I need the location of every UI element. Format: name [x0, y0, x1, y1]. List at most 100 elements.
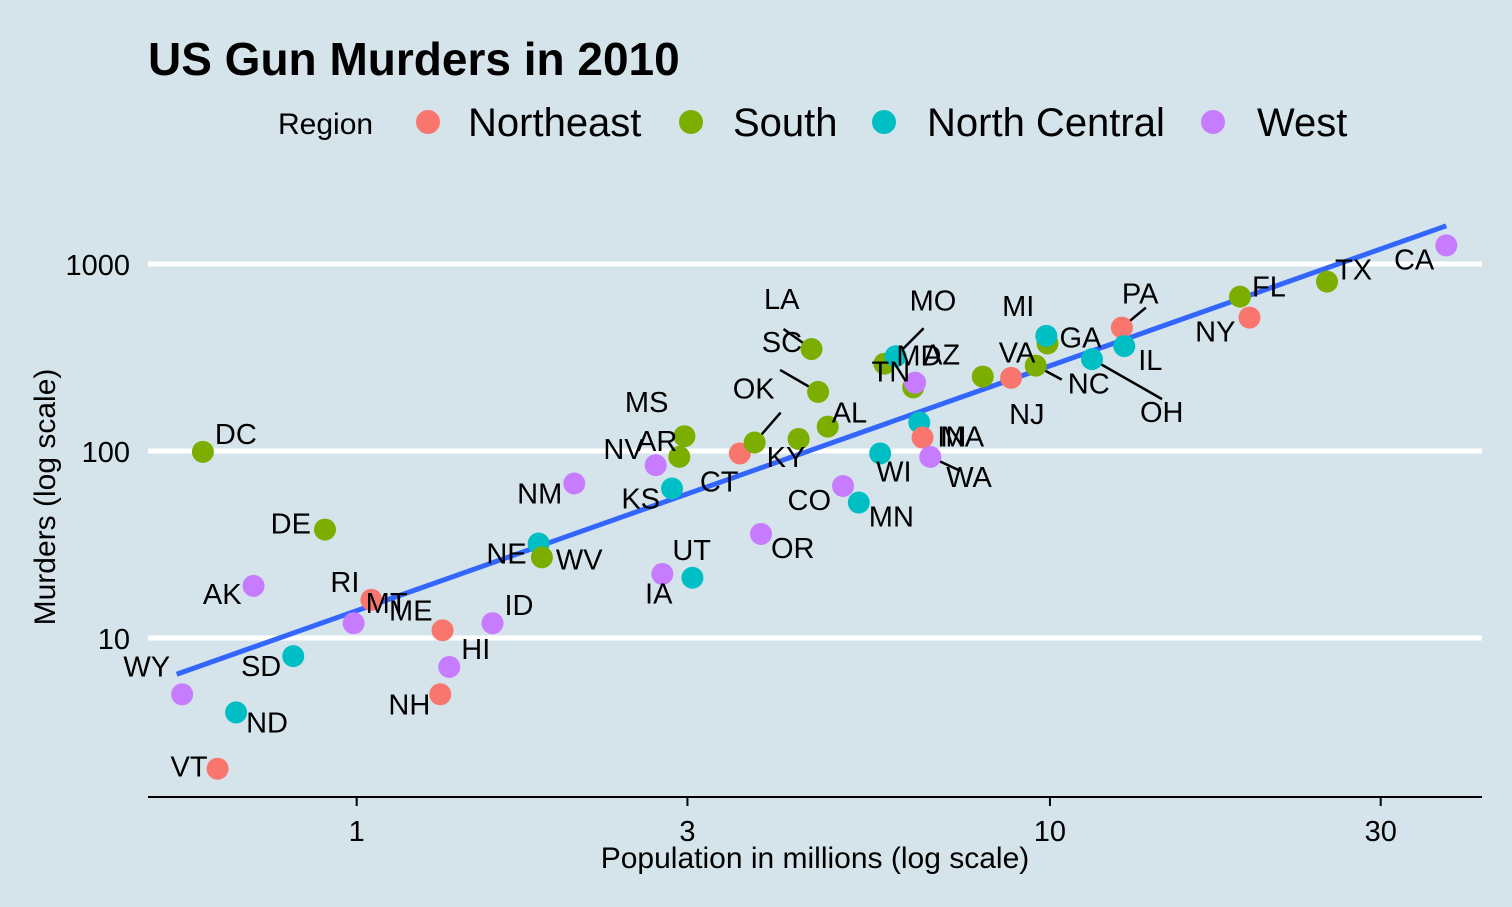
point-label: NM — [517, 479, 562, 511]
point-label: VT — [171, 752, 208, 784]
legend-label: Northeast — [468, 101, 641, 145]
point-label: MA — [941, 422, 985, 454]
data-point — [800, 338, 823, 361]
chart-title: US Gun Murders in 2010 — [148, 33, 680, 85]
point-label: OK — [733, 374, 776, 406]
point-label: WY — [123, 651, 170, 683]
data-point — [1000, 366, 1023, 389]
axes: 1 3 10 30 10 100 1000 — [65, 250, 1482, 848]
point-label: TN — [872, 356, 911, 388]
point-label: NY — [1195, 317, 1235, 349]
point-label: CA — [1394, 244, 1435, 276]
data-point — [884, 345, 907, 368]
x-tick-label: 30 — [1365, 816, 1397, 848]
point-label: AK — [203, 579, 242, 611]
point-label: SD — [241, 651, 281, 683]
point-label: MD — [896, 341, 941, 373]
data-point — [816, 415, 839, 438]
point-label: MS — [625, 387, 669, 419]
y-tick-label: 100 — [82, 437, 130, 469]
point-label: HI — [461, 634, 490, 666]
point-label: ID — [504, 590, 533, 622]
point-label: MI — [1002, 291, 1034, 323]
legend-label: West — [1257, 101, 1347, 145]
legend: Region Northeast South North Central West — [278, 101, 1347, 145]
point-label: FL — [1252, 272, 1286, 304]
point-label: DC — [215, 419, 257, 451]
data-point — [807, 380, 830, 403]
point-label: NH — [388, 689, 430, 721]
point-label: GA — [1060, 322, 1103, 354]
data-point — [681, 566, 704, 589]
point-label: ND — [246, 707, 288, 739]
point-label: OH — [1140, 397, 1184, 429]
data-point — [971, 365, 994, 388]
y-tick-label: 1000 — [65, 250, 130, 282]
point-label: WI — [876, 456, 911, 488]
point-label: AL — [832, 398, 867, 430]
data-point — [342, 612, 365, 635]
point-label: OR — [771, 533, 815, 565]
point-label: SC — [762, 327, 802, 359]
data-point — [1035, 324, 1058, 347]
data-point — [431, 619, 454, 642]
point-label: IN — [937, 422, 966, 454]
data-point — [481, 612, 504, 635]
data-point — [919, 445, 942, 468]
data-point — [1316, 270, 1339, 293]
point-label: TX — [1335, 255, 1372, 287]
data-point — [1024, 354, 1047, 377]
data-point — [787, 427, 810, 450]
point-label: IL — [1138, 345, 1162, 377]
point-label: LA — [764, 284, 800, 316]
data-point — [904, 371, 927, 394]
data-point — [832, 474, 855, 497]
data-point — [242, 574, 265, 597]
point-label: WA — [946, 462, 992, 494]
point-label: NV — [603, 434, 644, 466]
legend-key — [1201, 110, 1225, 134]
legend-title: Region — [278, 108, 373, 141]
data-point — [1110, 316, 1133, 339]
point-label: ME — [389, 595, 433, 627]
point-label: KY — [767, 442, 806, 474]
data-point — [1435, 234, 1458, 257]
data-point — [1081, 348, 1104, 371]
data-point — [673, 425, 696, 448]
data-point — [668, 445, 691, 468]
point-label: KS — [621, 484, 660, 516]
data-point — [1113, 335, 1136, 358]
point-label: VA — [999, 338, 1036, 370]
point-label: AZ — [923, 340, 960, 372]
x-tick-label: 10 — [1034, 816, 1066, 848]
x-tick-label: 3 — [679, 816, 695, 848]
point-label: CT — [700, 466, 739, 498]
data-point — [530, 546, 553, 569]
data-point — [749, 522, 772, 545]
data-point — [869, 442, 892, 465]
data-point — [847, 491, 870, 514]
data-point — [191, 440, 214, 463]
legend-key — [416, 110, 440, 134]
legend-label: North Central — [927, 101, 1165, 145]
point-label: DE — [271, 509, 311, 541]
point-label: MO — [910, 285, 957, 317]
point-label: WV — [556, 544, 603, 576]
data-point — [911, 426, 934, 449]
point-label: AR — [637, 426, 677, 458]
data-point — [651, 562, 674, 585]
data-point — [743, 431, 766, 454]
point-label: NE — [486, 539, 526, 571]
data-point — [438, 655, 461, 678]
data-point — [313, 518, 336, 541]
data-point — [206, 757, 229, 780]
data-point — [563, 472, 586, 495]
y-tick-label: 10 — [98, 624, 130, 656]
point-label: MT — [366, 588, 408, 620]
data-point — [225, 701, 248, 724]
point-label: CO — [788, 485, 832, 517]
data-point — [282, 645, 305, 668]
data-point — [429, 683, 452, 706]
data-point — [1238, 306, 1261, 329]
